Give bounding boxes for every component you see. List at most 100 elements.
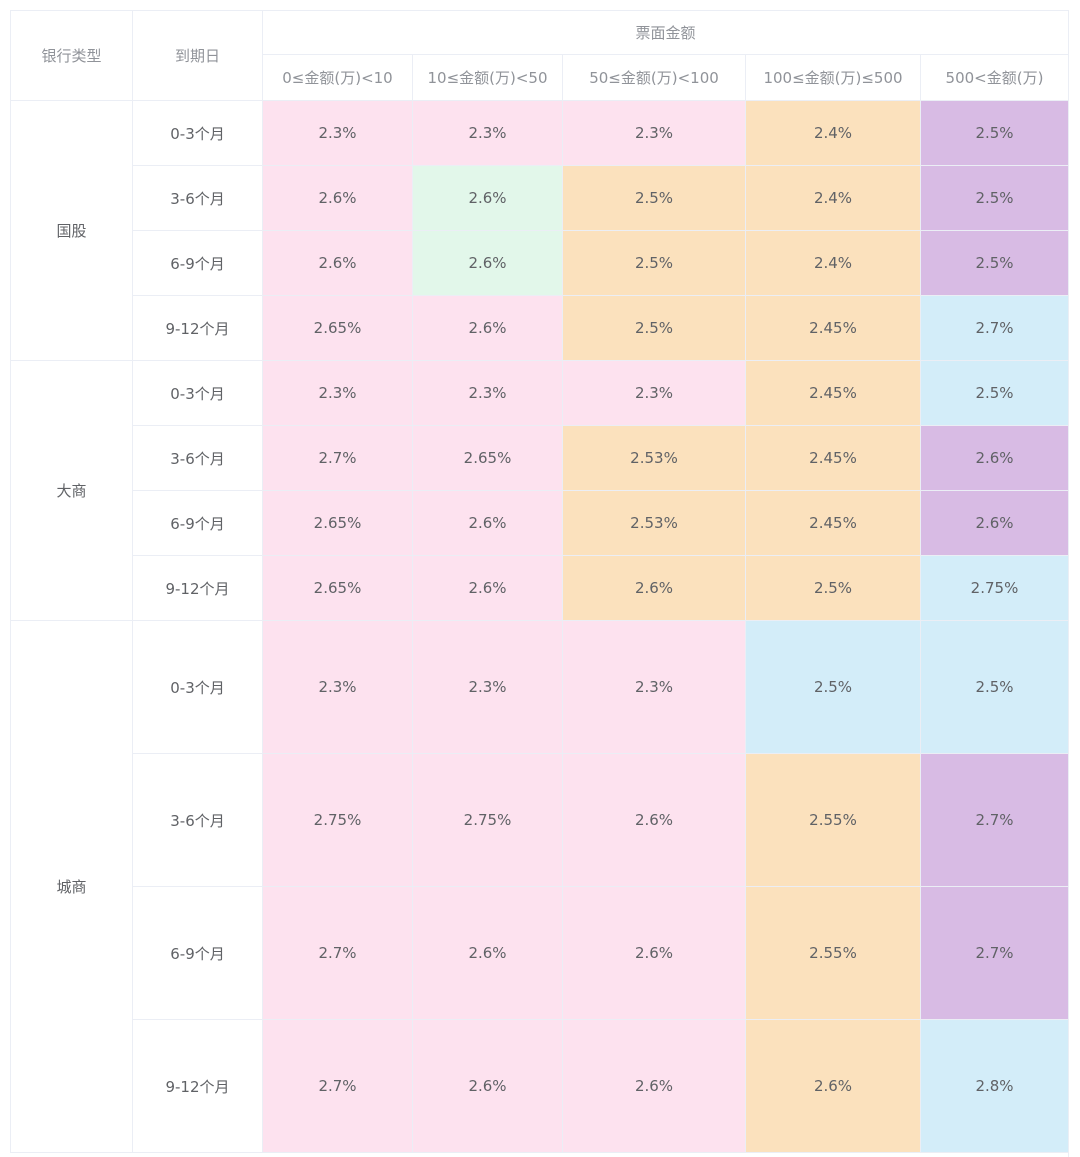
bank-type-cell: 国股 <box>10 100 133 361</box>
table-row: 6-9个月 2.6% 2.6% 2.5% 2.4% 2.5% <box>11 230 1069 296</box>
discount-rate-table: 银行类型 到期日 票面金额 0≤金额(万)<10 10≤金额(万)<50 50≤… <box>10 10 1069 1153</box>
table-row: 城商 0-3个月 2.3% 2.3% 2.3% 2.5% 2.5% <box>10 620 1069 1153</box>
rate-cell: 2.45% <box>745 360 921 426</box>
rate-cell: 2.55% <box>745 753 921 887</box>
bank-type-cell: 城商 <box>10 620 133 1153</box>
header-range-2[interactable]: 50≤金额(万)<100 <box>562 54 746 101</box>
rate-cell: 2.8% <box>920 1019 1069 1153</box>
rate-cell: 2.6% <box>412 490 563 556</box>
rate-cell: 2.75% <box>262 753 413 887</box>
rate-cell: 2.6% <box>920 490 1069 556</box>
rate-cell: 2.5% <box>562 295 746 361</box>
rate-cell: 2.65% <box>412 425 563 491</box>
rate-cell: 2.3% <box>412 620 563 754</box>
rate-cell: 2.6% <box>920 425 1069 491</box>
maturity-cell: 6-9个月 <box>132 490 263 556</box>
rate-cell: 2.4% <box>745 165 921 231</box>
table-row: 3-6个月 2.6% 2.6% 2.5% 2.4% 2.5% <box>11 165 1069 231</box>
maturity-cell: 3-6个月 <box>132 753 263 887</box>
rate-cell: 2.3% <box>412 100 563 166</box>
rate-cell: 2.6% <box>562 555 746 621</box>
rate-cell: 2.3% <box>562 360 746 426</box>
rate-cell: 2.5% <box>745 555 921 621</box>
table-row: 9-12个月 2.65% 2.6% 2.6% 2.5% 2.75% <box>11 555 1069 621</box>
table-right-border <box>1068 10 1069 1157</box>
rate-cell: 2.45% <box>745 425 921 491</box>
rate-cell: 2.7% <box>262 1019 413 1153</box>
rate-cell: 2.3% <box>262 100 413 166</box>
rate-cell: 2.6% <box>745 1019 921 1153</box>
rate-cell: 2.7% <box>262 886 413 1020</box>
maturity-cell: 9-12个月 <box>132 1019 263 1153</box>
header-bank-type[interactable]: 银行类型 <box>10 10 133 101</box>
rate-cell: 2.6% <box>562 753 746 887</box>
rate-cell: 2.5% <box>562 230 746 296</box>
rate-cell: 2.6% <box>412 230 563 296</box>
table-row: 9-12个月 2.7% 2.6% 2.6% 2.6% 2.8% <box>11 1019 1069 1153</box>
rate-cell: 2.7% <box>920 753 1069 887</box>
rate-cell: 2.7% <box>262 425 413 491</box>
maturity-cell: 0-3个月 <box>132 620 263 754</box>
rate-cell: 2.5% <box>920 360 1069 426</box>
rate-cell: 2.6% <box>412 1019 563 1153</box>
header-maturity[interactable]: 到期日 <box>132 10 263 101</box>
rate-cell: 2.4% <box>745 100 921 166</box>
rate-cell: 2.5% <box>562 165 746 231</box>
rate-cell: 2.4% <box>745 230 921 296</box>
table-row: 6-9个月 2.7% 2.6% 2.6% 2.55% 2.7% <box>11 886 1069 1020</box>
maturity-cell: 0-3个月 <box>132 360 263 426</box>
table-row: 9-12个月 2.65% 2.6% 2.5% 2.45% 2.7% <box>11 295 1069 361</box>
table-body: 国股 0-3个月 2.3% 2.3% 2.3% 2.4% 2.5% 3-6个月 2.6% 2.6%… <box>10 100 1069 1153</box>
rate-cell: 2.3% <box>562 620 746 754</box>
maturity-cell: 3-6个月 <box>132 165 263 231</box>
rate-cell: 2.3% <box>412 360 563 426</box>
bank-type-cell: 大商 <box>10 360 133 621</box>
table-row: 3-6个月 2.7% 2.65% 2.53% 2.45% 2.6% <box>11 425 1069 491</box>
header-range-4[interactable]: 500<金额(万) <box>920 54 1069 101</box>
rate-cell: 2.3% <box>562 100 746 166</box>
rate-cell: 2.6% <box>412 886 563 1020</box>
rate-cell: 2.75% <box>412 753 563 887</box>
maturity-cell: 0-3个月 <box>132 100 263 166</box>
maturity-cell: 9-12个月 <box>132 555 263 621</box>
rate-cell: 2.6% <box>412 295 563 361</box>
rate-cell: 2.7% <box>920 886 1069 1020</box>
rate-cell: 2.5% <box>920 100 1069 166</box>
rate-cell: 2.7% <box>920 295 1069 361</box>
rate-cell: 2.45% <box>745 295 921 361</box>
table-row: 国股 0-3个月 2.3% 2.3% 2.3% 2.4% 2.5% <box>10 100 1069 361</box>
rate-cell: 2.6% <box>562 1019 746 1153</box>
rate-cell: 2.5% <box>920 620 1069 754</box>
header-range-3[interactable]: 100≤金额(万)≤500 <box>745 54 921 101</box>
rate-cell: 2.55% <box>745 886 921 1020</box>
header-face-amount[interactable]: 票面金额 <box>262 10 1069 55</box>
rate-cell: 2.6% <box>412 555 563 621</box>
header-range-1[interactable]: 10≤金额(万)<50 <box>412 54 563 101</box>
rate-cell: 2.65% <box>262 555 413 621</box>
maturity-cell: 6-9个月 <box>132 230 263 296</box>
rate-cell: 2.5% <box>920 230 1069 296</box>
rate-cell: 2.53% <box>562 425 746 491</box>
maturity-cell: 3-6个月 <box>132 425 263 491</box>
rate-cell: 2.5% <box>745 620 921 754</box>
rate-cell: 2.65% <box>262 295 413 361</box>
rate-cell: 2.6% <box>262 165 413 231</box>
rate-table-container: 银行类型 到期日 票面金额 0≤金额(万)<10 10≤金额(万)<50 50≤… <box>10 10 1069 1153</box>
rate-cell: 2.3% <box>262 620 413 754</box>
rate-cell: 2.6% <box>262 230 413 296</box>
rate-cell: 2.6% <box>562 886 746 1020</box>
table-row: 大商 0-3个月 2.3% 2.3% 2.3% 2.45% 2.5% <box>10 360 1069 621</box>
rate-cell: 2.5% <box>920 165 1069 231</box>
rate-cell: 2.45% <box>745 490 921 556</box>
table-row: 6-9个月 2.65% 2.6% 2.53% 2.45% 2.6% <box>11 490 1069 556</box>
table-header: 银行类型 到期日 票面金额 0≤金额(万)<10 10≤金额(万)<50 50≤… <box>10 10 1069 101</box>
header-range-0[interactable]: 0≤金额(万)<10 <box>262 54 413 101</box>
maturity-cell: 6-9个月 <box>132 886 263 1020</box>
rate-cell: 2.6% <box>412 165 563 231</box>
rate-cell: 2.53% <box>562 490 746 556</box>
rate-cell: 2.75% <box>920 555 1069 621</box>
rate-cell: 2.65% <box>262 490 413 556</box>
rate-cell: 2.3% <box>262 360 413 426</box>
maturity-cell: 9-12个月 <box>132 295 263 361</box>
table-row: 3-6个月 2.75% 2.75% 2.6% 2.55% 2.7% <box>11 753 1069 887</box>
